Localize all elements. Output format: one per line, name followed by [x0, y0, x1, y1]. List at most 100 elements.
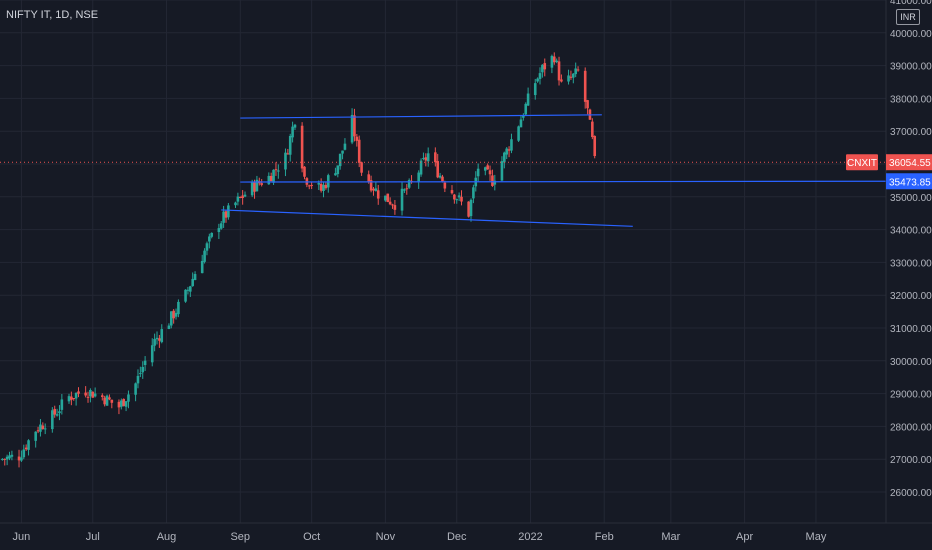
time-tick-label: Dec [447, 531, 467, 543]
candle-body [500, 161, 504, 181]
candle-body [324, 184, 328, 189]
candle-body [591, 121, 594, 138]
candle [36, 426, 40, 434]
candle [357, 135, 361, 168]
candle [286, 148, 290, 155]
candle [443, 180, 447, 193]
candle-body [5, 456, 9, 460]
candle [70, 391, 73, 406]
candle-body [108, 397, 111, 400]
time-tick-label: Nov [376, 531, 396, 543]
candle [158, 334, 161, 348]
candle [353, 108, 356, 142]
candle [500, 156, 504, 182]
candle [350, 108, 354, 145]
candle [434, 147, 437, 167]
candle-body [441, 176, 444, 182]
time-tick-label: Aug [157, 531, 177, 543]
candle-body [455, 199, 459, 201]
candle [555, 58, 558, 64]
price-tick-label: 34000.00 [890, 226, 932, 237]
candle-body [310, 184, 313, 186]
candle-body [122, 398, 126, 406]
candle-body [36, 430, 40, 432]
candle [253, 179, 256, 199]
candle [177, 299, 180, 318]
candle-body [326, 175, 330, 188]
candle [476, 163, 480, 182]
candle-body [403, 189, 406, 191]
candle [105, 394, 109, 406]
candle [503, 151, 506, 169]
candle-body [341, 150, 344, 154]
candle-body [367, 174, 371, 183]
candle [586, 99, 589, 115]
price-tick-label: 35000.00 [890, 193, 932, 204]
candle-body [74, 392, 78, 399]
candle [533, 78, 537, 100]
symbol-title[interactable]: NIFTY IT, 1D, NSE [6, 9, 99, 21]
candle [469, 198, 473, 222]
candle [172, 309, 175, 324]
candle-body [167, 325, 171, 329]
trendlines[interactable] [0, 114, 887, 227]
candle-body [43, 428, 47, 430]
time-axis[interactable]: Jun Jul Aug Sep Oct Nov Dec 2022 Feb Mar Apr May [13, 531, 827, 543]
candle-body [22, 449, 26, 458]
candle [326, 173, 330, 193]
candle-body [552, 56, 556, 63]
candle-body [460, 196, 463, 202]
price-tick-label: 41000.00 [890, 0, 932, 7]
candle [108, 394, 111, 401]
price-tick-label: 37000.00 [890, 127, 932, 138]
candle [455, 198, 459, 204]
price-tick-label: 29000.00 [890, 390, 932, 401]
candle [393, 200, 397, 215]
time-tick-label: Sep [230, 531, 250, 543]
candle-body [274, 169, 278, 171]
candle [8, 451, 11, 461]
candle-body [422, 158, 425, 160]
candle-body [307, 185, 311, 187]
candle [193, 271, 197, 281]
candle [227, 203, 230, 220]
candle [200, 254, 204, 274]
candle [510, 133, 513, 154]
candle-body [184, 289, 187, 302]
currency-badge[interactable]: INR [896, 9, 920, 25]
candle-body [357, 139, 361, 163]
candle [74, 392, 78, 406]
candle-body [550, 55, 554, 68]
candle [419, 158, 423, 177]
candle-body [8, 455, 11, 459]
candle-body [105, 395, 109, 406]
candle [58, 405, 61, 421]
candle [488, 165, 492, 181]
candle [374, 182, 378, 192]
candle [384, 195, 387, 202]
candle [300, 122, 304, 173]
candle-body [450, 190, 454, 194]
candle [372, 187, 375, 196]
time-tick-label: Feb [595, 531, 614, 543]
candle-body [453, 194, 456, 200]
candle-body [269, 175, 273, 182]
candle [343, 138, 347, 151]
candle-body [336, 165, 340, 175]
candle [277, 164, 280, 179]
candle-body [77, 391, 80, 394]
candle [303, 166, 306, 180]
candle [155, 331, 159, 345]
candle [400, 182, 404, 216]
candle-body [241, 195, 244, 199]
candle-body [277, 170, 280, 172]
candle [376, 184, 380, 205]
time-tick-label: 2022 [518, 531, 542, 543]
candle-body [567, 75, 570, 82]
last-price-tag: 36054.55 [889, 158, 931, 169]
candle-body [134, 383, 137, 395]
candle-body [350, 114, 354, 143]
candle-body [524, 103, 528, 115]
candle [536, 77, 539, 83]
